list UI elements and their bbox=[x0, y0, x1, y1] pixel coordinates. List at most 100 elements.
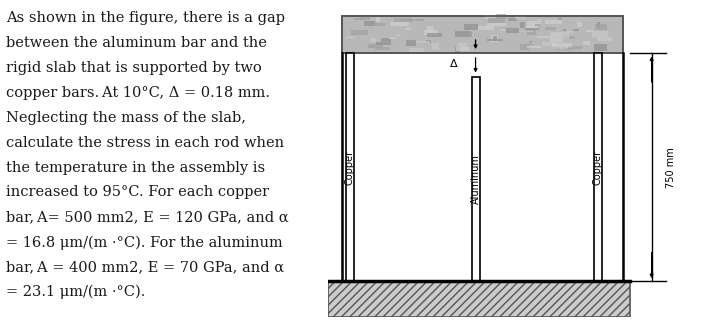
Text: As shown in the figure, there is a gap: As shown in the figure, there is a gap bbox=[6, 11, 285, 26]
Bar bbox=[464, 24, 478, 30]
Bar bbox=[455, 47, 459, 52]
Bar bbox=[424, 30, 438, 35]
Bar bbox=[376, 17, 379, 22]
Text: increased to 95°C. For each copper: increased to 95°C. For each copper bbox=[6, 185, 269, 199]
Bar bbox=[552, 32, 562, 36]
Bar bbox=[536, 36, 555, 38]
Bar bbox=[342, 16, 623, 54]
Bar bbox=[545, 27, 556, 30]
Bar bbox=[528, 21, 539, 28]
Bar bbox=[527, 30, 536, 35]
Bar bbox=[346, 37, 356, 38]
Bar bbox=[518, 31, 534, 32]
Text: Copper: Copper bbox=[345, 150, 354, 185]
Bar bbox=[456, 47, 470, 51]
Bar bbox=[432, 43, 439, 50]
Bar bbox=[427, 26, 433, 32]
Text: the temperature in the assembly is: the temperature in the assembly is bbox=[6, 161, 266, 175]
Bar bbox=[577, 22, 582, 27]
Bar bbox=[328, 281, 630, 317]
Bar bbox=[597, 37, 612, 41]
Text: Aluminum: Aluminum bbox=[471, 154, 480, 204]
Bar bbox=[370, 38, 381, 42]
Bar bbox=[472, 77, 480, 281]
Bar bbox=[409, 48, 424, 52]
Bar bbox=[560, 47, 564, 50]
Text: = 16.8 μm/(m ·°C). For the aluminum: = 16.8 μm/(m ·°C). For the aluminum bbox=[6, 235, 283, 250]
Bar bbox=[390, 22, 409, 26]
Bar bbox=[487, 23, 506, 26]
Bar bbox=[406, 40, 416, 46]
Bar bbox=[487, 39, 503, 42]
Text: rigid slab that is supported by two: rigid slab that is supported by two bbox=[6, 61, 262, 75]
Text: = 23.1 μm/(m ·°C).: = 23.1 μm/(m ·°C). bbox=[6, 285, 145, 299]
Bar bbox=[529, 41, 534, 45]
Bar bbox=[455, 31, 471, 37]
Bar bbox=[369, 46, 374, 48]
Text: bar, A= 500 mm2, E = 120 GPa, and α: bar, A= 500 mm2, E = 120 GPa, and α bbox=[6, 210, 289, 224]
Bar bbox=[593, 31, 608, 37]
Bar bbox=[525, 26, 539, 30]
Bar bbox=[594, 54, 602, 281]
Bar bbox=[566, 46, 575, 48]
Text: calculate the stress in each rod when: calculate the stress in each rod when bbox=[6, 136, 284, 150]
Text: Δ: Δ bbox=[450, 59, 458, 69]
Bar bbox=[562, 36, 575, 39]
Bar bbox=[417, 41, 430, 43]
Bar bbox=[490, 35, 498, 42]
Bar bbox=[426, 40, 431, 43]
Bar bbox=[582, 41, 590, 45]
Bar bbox=[408, 19, 424, 21]
Bar bbox=[597, 22, 600, 27]
Bar bbox=[559, 15, 562, 21]
Bar bbox=[550, 39, 562, 42]
Bar bbox=[536, 19, 542, 24]
Bar bbox=[390, 37, 397, 39]
Bar bbox=[500, 28, 515, 31]
Text: between the aluminum bar and the: between the aluminum bar and the bbox=[6, 36, 267, 50]
Bar bbox=[545, 20, 562, 24]
Bar bbox=[520, 22, 525, 27]
Bar bbox=[593, 44, 606, 51]
Bar bbox=[396, 34, 401, 36]
Bar bbox=[468, 32, 472, 37]
Bar bbox=[568, 46, 582, 49]
Bar bbox=[342, 16, 623, 54]
Bar bbox=[542, 42, 557, 46]
Bar bbox=[524, 26, 539, 28]
Bar bbox=[373, 23, 384, 26]
Text: Neglecting the mass of the slab,: Neglecting the mass of the slab, bbox=[6, 111, 246, 125]
Bar bbox=[586, 30, 593, 32]
Bar bbox=[427, 33, 442, 37]
Bar bbox=[375, 47, 390, 50]
Bar bbox=[566, 29, 573, 33]
Bar bbox=[531, 43, 534, 44]
Bar bbox=[563, 29, 579, 31]
Bar bbox=[557, 49, 573, 50]
Bar bbox=[527, 46, 541, 48]
Bar bbox=[405, 28, 410, 30]
Bar bbox=[478, 26, 495, 29]
Bar bbox=[354, 18, 366, 20]
Bar bbox=[508, 18, 517, 21]
Bar bbox=[394, 18, 412, 22]
Bar bbox=[496, 14, 505, 19]
Bar bbox=[552, 43, 572, 47]
Bar bbox=[488, 18, 505, 23]
Bar bbox=[521, 44, 529, 50]
Text: 750 mm: 750 mm bbox=[666, 147, 676, 188]
Text: bar, A = 400 mm2, E = 70 GPa, and α: bar, A = 400 mm2, E = 70 GPa, and α bbox=[6, 260, 284, 274]
Text: copper bars. At 10°C, Δ = 0.18 mm.: copper bars. At 10°C, Δ = 0.18 mm. bbox=[6, 86, 270, 100]
Bar bbox=[595, 24, 606, 30]
Bar bbox=[459, 43, 467, 47]
Bar bbox=[515, 16, 526, 19]
Bar bbox=[506, 28, 519, 33]
Bar bbox=[351, 30, 368, 35]
Bar bbox=[535, 24, 540, 30]
Bar bbox=[376, 38, 392, 45]
Bar bbox=[485, 15, 499, 20]
Bar bbox=[550, 32, 570, 39]
Bar bbox=[346, 54, 354, 281]
Bar bbox=[493, 36, 497, 41]
Text: Copper: Copper bbox=[593, 150, 603, 185]
